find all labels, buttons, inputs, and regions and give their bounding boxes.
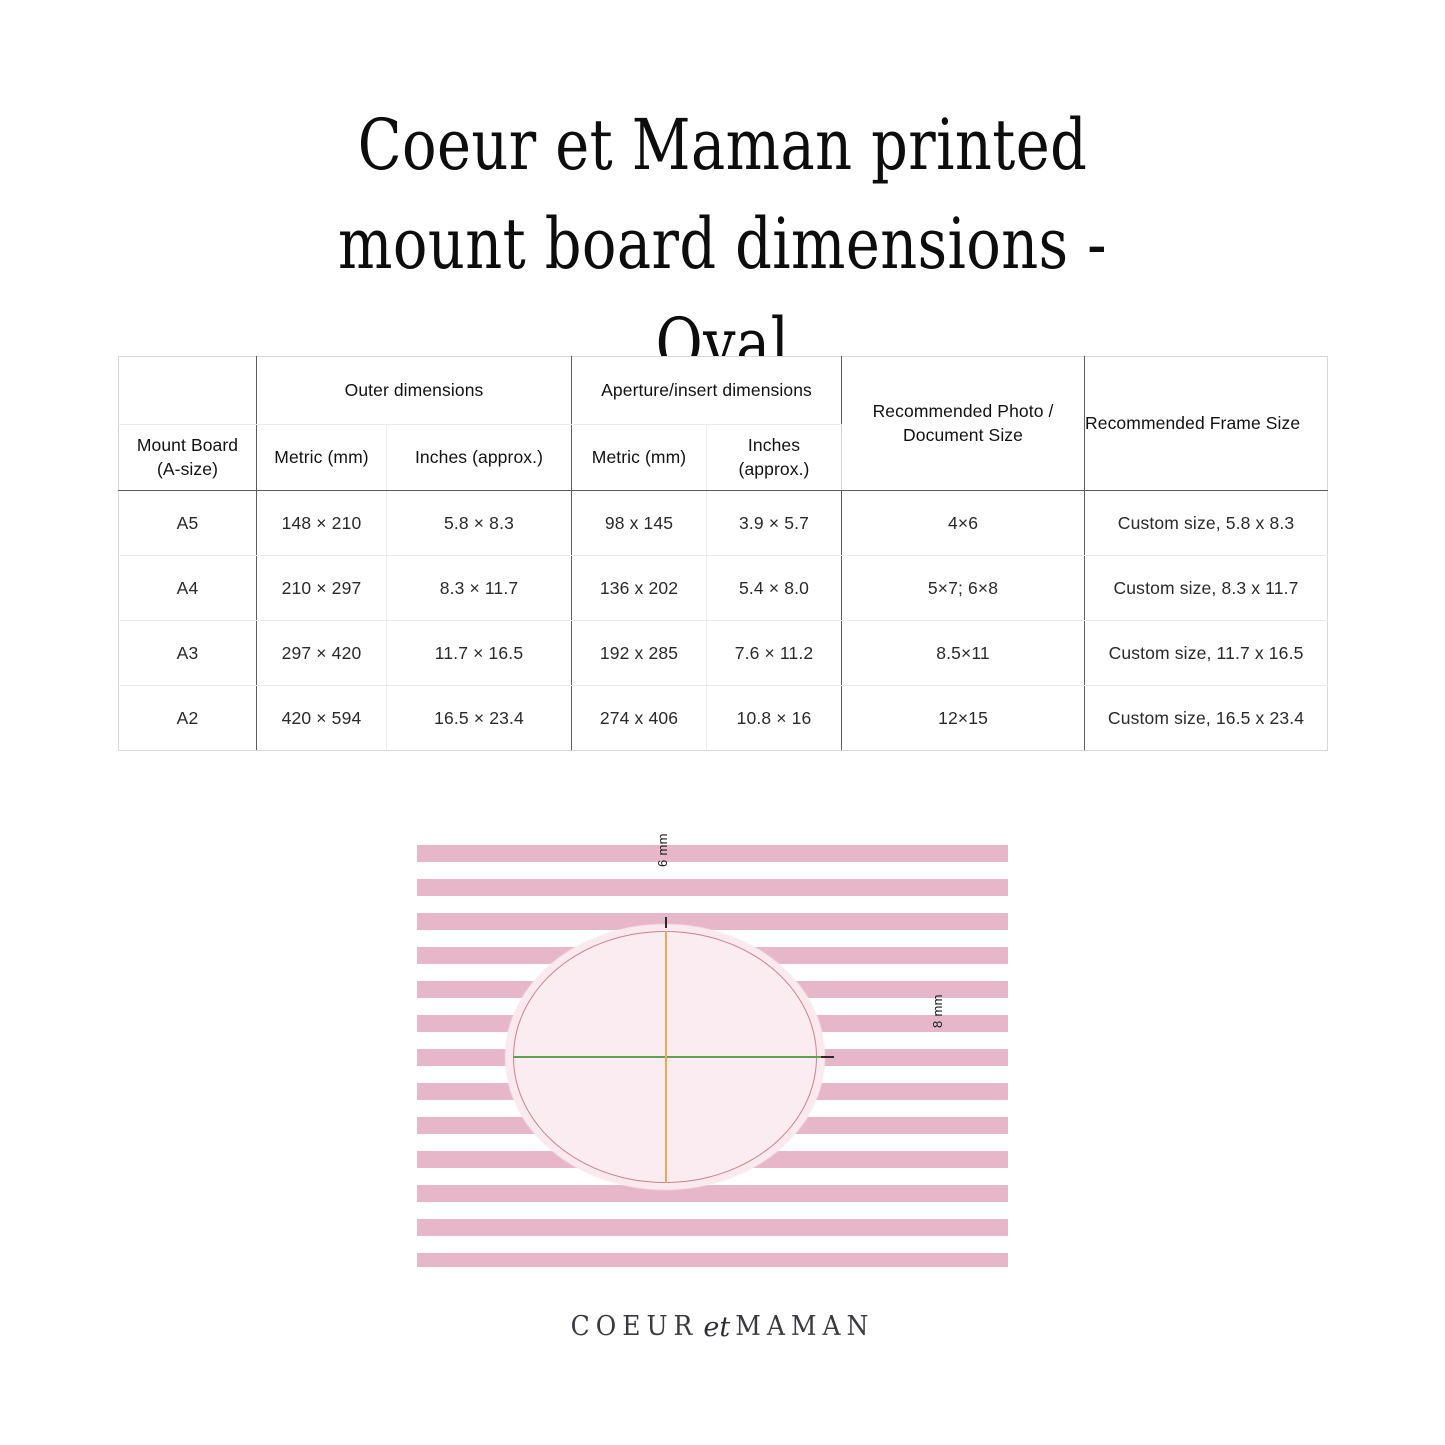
aperture-inches-line1: Inches xyxy=(747,434,801,455)
cell-photo-size: 8.5×11 xyxy=(841,620,1086,686)
cell-aperture-metric: 274 x 406 xyxy=(571,685,707,751)
vertical-dimension-line xyxy=(665,931,667,1183)
cell-frame-size: Custom size, 8.3 x 11.7 xyxy=(1084,555,1329,621)
cell-outer-metric: 420 × 594 xyxy=(256,685,387,751)
cell-outer-inches: 11.7 × 16.5 xyxy=(386,620,572,686)
cell-outer-metric: 148 × 210 xyxy=(256,490,387,556)
horizontal-dimension-label: 8 mm xyxy=(930,994,945,1028)
logo-word-coeur: COEUR xyxy=(570,1309,699,1342)
cell-outer-inches: 16.5 × 23.4 xyxy=(386,685,572,751)
table-row: A2 420 × 594 16.5 × 23.4 274 x 406 10.8 … xyxy=(118,685,1329,751)
header-cell-aperture-inches: Inches (approx.) xyxy=(705,424,843,491)
header-row-groups: Outer dimensions Aperture/insert dimensi… xyxy=(118,356,1329,491)
mount-board-line1: Mount Board xyxy=(136,434,239,455)
aperture-inches-line2: (approx.) xyxy=(738,458,810,479)
cell-aperture-inches: 10.8 × 16 xyxy=(705,685,843,751)
cell-outer-inches: 8.3 × 11.7 xyxy=(386,555,572,621)
vertical-dimension-tick xyxy=(665,917,667,928)
cell-photo-size: 12×15 xyxy=(841,685,1086,751)
cell-aperture-metric: 136 x 202 xyxy=(571,555,707,621)
header-cell-outer-inches: Inches (approx.) xyxy=(386,424,572,491)
cell-mount-board: A3 xyxy=(118,620,257,686)
vertical-dimension-label: 6 mm xyxy=(655,833,670,867)
mount-board-line2: (A-size) xyxy=(156,458,219,479)
header-cell-outer-metric: Metric (mm) xyxy=(256,424,387,491)
cell-frame-size: Custom size, 16.5 x 23.4 xyxy=(1084,685,1329,751)
cell-aperture-inches: 5.4 × 8.0 xyxy=(705,555,843,621)
oval-mount-diagram: 6 mm 8 mm xyxy=(417,833,1008,1267)
cell-photo-size: 5×7; 6×8 xyxy=(841,555,1086,621)
cell-aperture-inches: 3.9 × 5.7 xyxy=(705,490,843,556)
cell-mount-board: A4 xyxy=(118,555,257,621)
header-cell-empty xyxy=(118,356,257,425)
header-cell-recommended-photo: Recommended Photo / Document Size xyxy=(841,356,1086,491)
horizontal-dimension-tick xyxy=(821,1056,834,1058)
header-cell-mount-board: Mount Board (A-size) xyxy=(118,424,257,491)
cell-outer-metric: 210 × 297 xyxy=(256,555,387,621)
header-cell-outer-dimensions: Outer dimensions xyxy=(256,356,572,425)
header-cell-aperture-dimensions: Aperture/insert dimensions xyxy=(570,356,843,425)
cell-mount-board: A5 xyxy=(118,490,257,556)
cell-photo-size: 4×6 xyxy=(841,490,1086,556)
page-title: Coeur et Maman printed mount board dimen… xyxy=(338,104,1107,385)
cell-mount-board: A2 xyxy=(118,685,257,751)
cell-outer-inches: 5.8 × 8.3 xyxy=(386,490,572,556)
header-row-subs: Mount Board (A-size) Metric (mm) Inches … xyxy=(118,424,1328,491)
header-cell-aperture-metric: Metric (mm) xyxy=(571,424,707,491)
brand-logo: COEUR et MAMAN xyxy=(0,1309,1445,1343)
cell-frame-size: Custom size, 5.8 x 8.3 xyxy=(1084,490,1329,556)
table-body: A5 148 × 210 5.8 × 8.3 98 x 145 3.9 × 5.… xyxy=(118,490,1329,751)
header-cell-recommended-frame: Recommended Frame Size xyxy=(1084,356,1329,491)
table-header: Outer dimensions Aperture/insert dimensi… xyxy=(118,356,1329,491)
recommended-photo-line2: Document Size xyxy=(903,424,1023,445)
cell-aperture-inches: 7.6 × 11.2 xyxy=(705,620,843,686)
cell-aperture-metric: 98 x 145 xyxy=(571,490,707,556)
cell-outer-metric: 297 × 420 xyxy=(256,620,387,686)
cell-aperture-metric: 192 x 285 xyxy=(571,620,707,686)
horizontal-dimension-line xyxy=(513,1056,833,1058)
cell-frame-size: Custom size, 11.7 x 16.5 xyxy=(1084,620,1329,686)
table-row: A4 210 × 297 8.3 × 11.7 136 x 202 5.4 × … xyxy=(118,555,1329,621)
recommended-photo-line1: Recommended Photo / xyxy=(872,400,1054,421)
logo-word-maman: MAMAN xyxy=(735,1309,875,1342)
table-row: A5 148 × 210 5.8 × 8.3 98 x 145 3.9 × 5.… xyxy=(118,490,1329,556)
table-row: A3 297 × 420 11.7 × 16.5 192 x 285 7.6 ×… xyxy=(118,620,1329,686)
dimensions-table: Outer dimensions Aperture/insert dimensi… xyxy=(118,356,1329,751)
dimensions-table-container: Outer dimensions Aperture/insert dimensi… xyxy=(118,356,1329,751)
logo-script-et: et xyxy=(703,1312,731,1343)
